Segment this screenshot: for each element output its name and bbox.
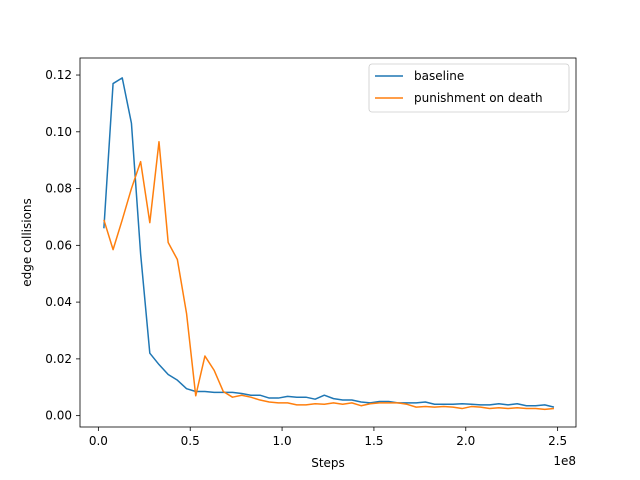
y-tick-label: 0.02 [45,352,72,366]
x-tick-label: 1.5 [364,434,383,448]
legend-label: punishment on death [414,91,543,105]
legend-box [368,63,570,113]
x-axis-ticks: 0.0 0.5 1.0 1.5 2.0 2.5 [89,427,567,448]
axes-frame [79,57,577,428]
x-tick-label: 0.5 [181,434,200,448]
series-line-baseline [103,77,555,408]
x-tick-label: 2.0 [456,434,475,448]
y-axis-ticks: 0.00 0.02 0.04 0.06 0.08 0.10 0.12 [45,68,80,423]
y-axis-label: edge collisions [20,198,34,287]
y-tick-label: 0.12 [45,68,72,82]
legend-label: baseline [414,69,464,83]
x-tick-label: 2.5 [548,434,567,448]
y-tick-label: 0.10 [45,125,72,139]
x-axis-offset-label: 1e8 [553,454,576,468]
x-axis-label: Steps [311,456,345,470]
y-tick-label: 0.04 [45,295,72,309]
x-tick-label: 0.0 [89,434,108,448]
y-tick-label: 0.00 [45,409,72,423]
series-line-punishment-on-death [103,140,555,411]
y-tick-label: 0.06 [45,238,72,252]
y-tick-label: 0.08 [45,182,72,196]
legend: baseline punishment on death [368,63,570,113]
series-layer [103,77,555,411]
x-tick-label: 1.0 [273,434,292,448]
